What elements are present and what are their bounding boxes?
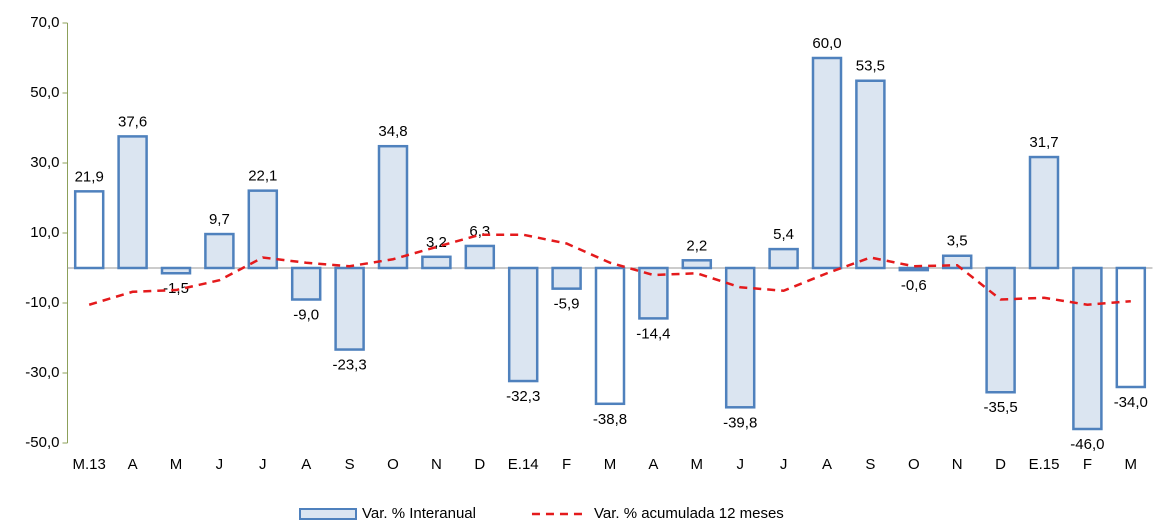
value-label: -9,0	[293, 306, 319, 323]
x-tick-label: E.14	[508, 456, 539, 473]
value-label: 9,7	[209, 211, 230, 228]
bar	[811, 56, 843, 270]
value-label: -39,8	[723, 414, 757, 431]
x-tick-label: J	[259, 456, 267, 473]
x-tick-label: M	[604, 456, 617, 473]
x-tick-label: M	[691, 456, 704, 473]
x-tick-label: A	[128, 456, 138, 473]
value-label: -46,0	[1070, 436, 1104, 453]
bar	[421, 255, 452, 270]
x-tick-label: M	[170, 456, 183, 473]
bar	[204, 232, 235, 270]
bar	[1028, 155, 1060, 270]
value-label: 2,2	[686, 237, 707, 254]
x-tick-label: D	[474, 456, 485, 473]
value-label: -34,0	[1114, 394, 1148, 411]
y-tick-label: -50,0	[25, 434, 59, 451]
value-label: 34,8	[378, 123, 407, 140]
x-tick-label: E.15	[1029, 456, 1060, 473]
bar	[290, 266, 322, 301]
y-tick-label: 30,0	[30, 154, 59, 171]
x-tick-label: F	[1083, 456, 1092, 473]
bar	[377, 144, 409, 270]
value-label: 3,5	[947, 233, 968, 250]
bar	[1072, 266, 1103, 431]
value-label: 37,6	[118, 113, 147, 130]
line	[88, 233, 1131, 307]
x-tick-label: J	[736, 456, 744, 473]
bar	[724, 266, 756, 409]
y-tick-label: 70,0	[30, 14, 59, 31]
value-label: 60,0	[812, 35, 841, 52]
y-tick-label: -10,0	[25, 294, 59, 311]
bar	[768, 247, 799, 270]
bar	[73, 190, 105, 270]
bar	[594, 266, 626, 406]
y-tick-label: -30,0	[25, 364, 59, 381]
bar	[898, 266, 930, 272]
x-tick-label: S	[345, 456, 355, 473]
value-label: -1,5	[163, 280, 189, 297]
x-tick-label: J	[216, 456, 224, 473]
value-label: 31,7	[1029, 134, 1058, 151]
x-tick-label: F	[562, 456, 571, 473]
value-label: 21,9	[75, 168, 104, 185]
value-label: -5,9	[554, 296, 580, 313]
x-tick-label: A	[301, 456, 311, 473]
bar	[681, 259, 713, 270]
legend-label: Var. % acumulada 12 meses	[594, 505, 784, 522]
value-label: -38,8	[593, 411, 627, 428]
x-tick-label: N	[431, 456, 442, 473]
value-label: 22,1	[248, 168, 277, 185]
legend-label: Var. % Interanual	[362, 505, 476, 522]
y-tick-label: 50,0	[30, 84, 59, 101]
x-tick-label: D	[995, 456, 1006, 473]
x-tick-label: S	[865, 456, 875, 473]
x-tick-label: J	[780, 456, 788, 473]
value-label: -23,3	[332, 357, 366, 374]
bar	[638, 266, 669, 320]
bar	[247, 189, 279, 270]
y-tick-label: 10,0	[30, 224, 59, 241]
value-label: 5,4	[773, 226, 794, 243]
value-label: -32,3	[506, 388, 540, 405]
x-tick-label: M	[1125, 456, 1138, 473]
value-label: -14,4	[636, 325, 670, 342]
x-tick-label: O	[908, 456, 920, 473]
bar	[1115, 266, 1147, 389]
value-label: 53,5	[856, 58, 885, 75]
bar	[507, 266, 539, 383]
bar	[551, 266, 582, 290]
x-tick-label: O	[387, 456, 399, 473]
bar	[464, 244, 496, 270]
value-label: -0,6	[901, 277, 927, 294]
bar	[117, 135, 148, 270]
legend-swatch	[299, 508, 357, 520]
x-tick-label: M.13	[73, 456, 106, 473]
value-label: 3,2	[426, 234, 447, 251]
bar	[985, 266, 1016, 394]
bar	[334, 266, 365, 351]
value-label: -35,5	[983, 399, 1017, 416]
x-tick-label: A	[648, 456, 658, 473]
x-tick-label: A	[822, 456, 832, 473]
bar	[855, 79, 886, 270]
bar	[160, 266, 192, 275]
x-tick-label: N	[952, 456, 963, 473]
bar	[941, 254, 973, 270]
